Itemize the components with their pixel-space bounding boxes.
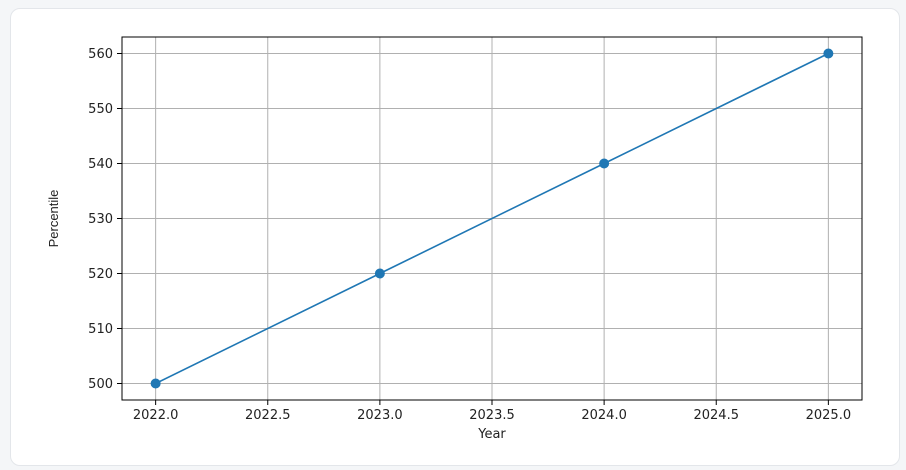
x-tick-label: 2024.0 (581, 408, 627, 423)
y-tick-label: 510 (88, 322, 113, 337)
y-tick-label: 550 (88, 102, 113, 117)
y-tick-label: 500 (88, 377, 113, 392)
data-point (599, 158, 610, 169)
y-tick-label: 540 (88, 157, 113, 172)
series-layer (150, 48, 834, 389)
series-line (155, 52, 829, 385)
x-tick-label: 2022.5 (245, 408, 291, 423)
y-tick-label: 520 (88, 267, 113, 282)
y-tick-label: 560 (88, 47, 113, 62)
y-tick-label: 530 (88, 212, 113, 227)
x-tick-label: 2023.5 (469, 408, 515, 423)
data-point (150, 378, 161, 389)
grid (122, 37, 862, 400)
data-point (823, 48, 834, 59)
x-tick-label: 2023.0 (357, 408, 403, 423)
data-point (374, 268, 385, 279)
x-axis-label: Year (477, 427, 506, 442)
axis-ticks: 2022.0 2022.5 2023.0 2023.5 2024.0 2024.5 2025… (88, 47, 851, 423)
x-tick-label: 2022.0 (133, 408, 179, 423)
x-tick-label: 2024.5 (693, 408, 739, 423)
y-axis-label: Percentile (46, 190, 61, 248)
x-tick-label: 2025.0 (806, 408, 852, 423)
